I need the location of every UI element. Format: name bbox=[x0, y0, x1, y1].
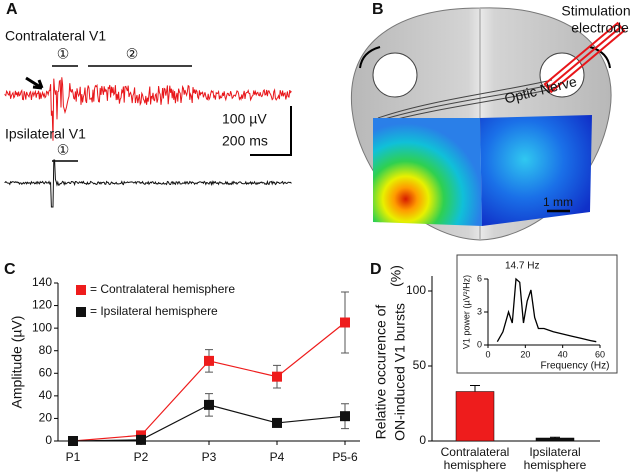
marker bbox=[204, 355, 214, 366]
trace bbox=[4, 159, 292, 208]
marker bbox=[272, 371, 282, 382]
marker: ② bbox=[126, 46, 139, 62]
series-line bbox=[496, 277, 597, 343]
x-tick-label: P2 bbox=[134, 450, 149, 464]
marker bbox=[340, 317, 350, 328]
legend-label: = Contralateral hemisphere bbox=[90, 282, 235, 296]
x-tick-label: 40 bbox=[558, 349, 568, 359]
panel-label: C bbox=[4, 261, 16, 278]
marker: ① bbox=[57, 46, 70, 62]
marker: ① bbox=[57, 142, 70, 158]
marker bbox=[204, 399, 214, 410]
y-tick-label: 0 bbox=[45, 433, 52, 447]
legend-swatch bbox=[76, 285, 86, 295]
x-tick-label: hemisphere bbox=[444, 458, 507, 472]
x-tick-label: 60 bbox=[595, 349, 605, 359]
x-tick-label: hemisphere bbox=[524, 458, 587, 472]
y-tick-label: 120 bbox=[32, 298, 52, 312]
y-tick-label: 140 bbox=[32, 275, 52, 289]
panel-label: B bbox=[372, 1, 384, 18]
y-tick-label: 100 bbox=[32, 320, 52, 334]
scale-label: 1 mm bbox=[543, 195, 573, 209]
y-axis-title: ON-induced V1 bursts bbox=[392, 303, 408, 441]
y-axis-title: Relative occurence of bbox=[373, 305, 389, 440]
trace-title: Contralateral V1 bbox=[5, 28, 106, 44]
legend-swatch bbox=[76, 307, 86, 317]
y-tick-label: 60 bbox=[39, 365, 53, 379]
y-tick-label: 3 bbox=[477, 306, 482, 316]
x-tick-label: Ipsilateral bbox=[529, 445, 580, 459]
y-tick-label: 100 bbox=[406, 283, 426, 297]
panel-label: A bbox=[6, 1, 18, 18]
y-tick-label: 80 bbox=[39, 343, 53, 357]
legend-label: = Ipsilateral hemisphere bbox=[90, 304, 218, 318]
x-tick-label: P4 bbox=[270, 450, 285, 464]
arrow bbox=[25, 76, 44, 90]
y-tick-label: 50 bbox=[413, 358, 427, 372]
electrode bbox=[543, 21, 626, 94]
x-tick-label: Contralateral bbox=[441, 445, 510, 459]
x-tick-label: P3 bbox=[202, 450, 217, 464]
annotation: Stimulation bbox=[561, 3, 630, 19]
panel-label: D bbox=[370, 261, 382, 278]
bar bbox=[455, 391, 495, 442]
annotation: 14.7 Hz bbox=[505, 261, 539, 272]
marker bbox=[272, 417, 282, 428]
x-tick-label: 0 bbox=[485, 349, 490, 359]
x-tick-label: P1 bbox=[66, 450, 81, 464]
scale-label: 100 µV bbox=[222, 111, 267, 127]
x-tick-label: P5-6 bbox=[332, 450, 358, 464]
y-axis-title: (%) bbox=[388, 265, 404, 287]
heatmap bbox=[373, 118, 482, 226]
trace-title: Ipsilateral V1 bbox=[5, 126, 86, 142]
series-line bbox=[72, 322, 346, 442]
scale-label: 200 ms bbox=[222, 133, 268, 149]
trace bbox=[4, 77, 292, 141]
y-tick-label: 0 bbox=[419, 433, 426, 447]
marker bbox=[136, 434, 146, 445]
x-tick-label: 20 bbox=[520, 349, 530, 359]
y-axis-title: Amplitude (µV) bbox=[9, 316, 25, 409]
marker bbox=[340, 411, 350, 422]
heatmap bbox=[480, 115, 592, 226]
y-tick-label: 20 bbox=[39, 411, 53, 425]
bar bbox=[535, 437, 575, 442]
y-axis-title: V1 power (µV²/Hz) bbox=[461, 275, 471, 349]
annotation: electrode bbox=[571, 20, 629, 36]
error-bar bbox=[470, 385, 480, 392]
bracket bbox=[359, 46, 611, 69]
y-tick-label: 40 bbox=[39, 388, 53, 402]
inset-frame bbox=[456, 254, 618, 374]
eye bbox=[372, 52, 418, 98]
x-axis-title: Frequency (Hz) bbox=[541, 361, 610, 372]
marker bbox=[68, 436, 78, 446]
scale-bar bbox=[250, 106, 292, 156]
y-tick-label: 6 bbox=[477, 273, 482, 283]
y-tick-label: 0 bbox=[477, 339, 482, 349]
